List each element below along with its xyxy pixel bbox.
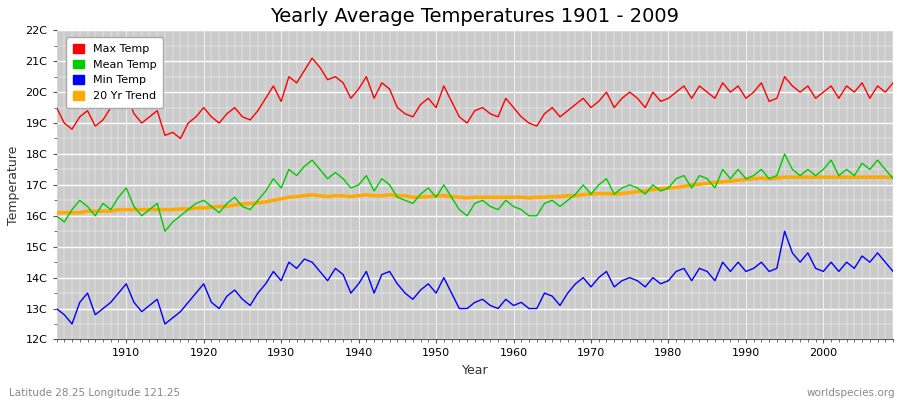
Title: Yearly Average Temperatures 1901 - 2009: Yearly Average Temperatures 1901 - 2009 [270, 7, 680, 26]
Y-axis label: Temperature: Temperature [7, 145, 20, 224]
X-axis label: Year: Year [462, 364, 488, 377]
Legend: Max Temp, Mean Temp, Min Temp, 20 Yr Trend: Max Temp, Mean Temp, Min Temp, 20 Yr Tre… [67, 37, 163, 108]
Text: worldspecies.org: worldspecies.org [807, 388, 896, 398]
Text: Latitude 28.25 Longitude 121.25: Latitude 28.25 Longitude 121.25 [9, 388, 180, 398]
